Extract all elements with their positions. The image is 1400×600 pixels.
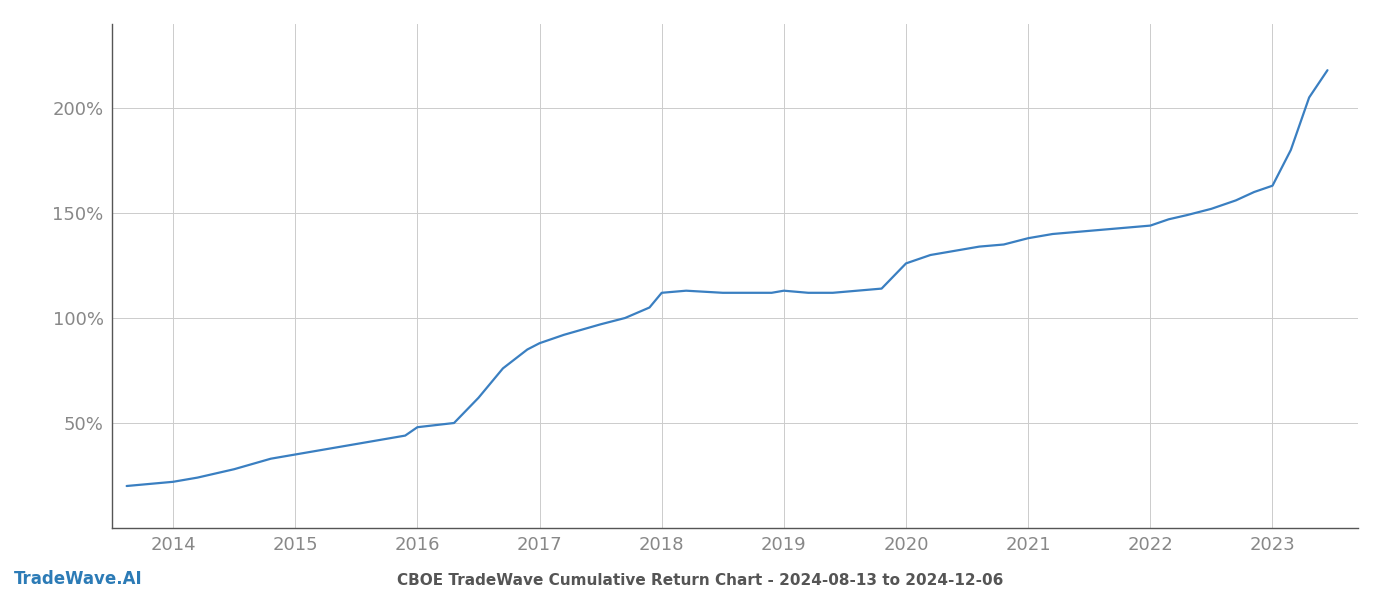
- Text: TradeWave.AI: TradeWave.AI: [14, 570, 143, 588]
- Text: CBOE TradeWave Cumulative Return Chart - 2024-08-13 to 2024-12-06: CBOE TradeWave Cumulative Return Chart -…: [396, 573, 1004, 588]
